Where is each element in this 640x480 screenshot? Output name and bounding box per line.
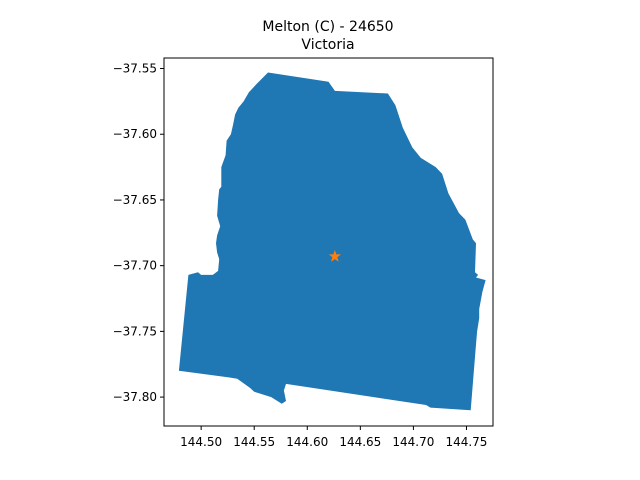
y-tick-label: −37.70 — [113, 259, 157, 273]
x-tick-label: 144.65 — [339, 435, 381, 449]
y-tick-label: −37.55 — [113, 62, 157, 76]
map-subtitle: Victoria — [301, 37, 354, 53]
star-icon — [328, 250, 341, 262]
x-tick-label: 144.60 — [286, 435, 328, 449]
y-tick-label: −37.75 — [113, 324, 157, 338]
x-tick-label: 144.70 — [392, 435, 434, 449]
y-tick-label: −37.60 — [113, 127, 157, 141]
y-tick-label: −37.65 — [113, 193, 157, 207]
x-tick-label: 144.75 — [445, 435, 487, 449]
region-polygon — [178, 72, 486, 411]
centroid-layer — [328, 250, 341, 262]
axes-frame — [163, 57, 494, 427]
x-tick-label: 144.55 — [233, 435, 275, 449]
x-tick-label: 144.50 — [180, 435, 222, 449]
region-layer — [178, 72, 486, 411]
y-axis-ticks: −37.55 −37.60 −37.65 −37.70 −37.75 −37.80 — [113, 62, 164, 404]
x-axis-ticks: 144.50 144.55 144.60 144.65 144.70 144.75 — [180, 426, 487, 449]
y-tick-label: −37.80 — [113, 390, 157, 404]
map-title: Melton (C) - 24650 — [262, 19, 393, 35]
